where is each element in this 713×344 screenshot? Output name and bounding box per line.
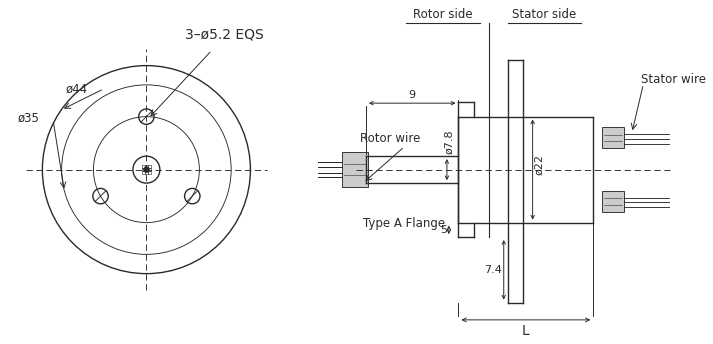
Text: 7.4: 7.4 (484, 265, 502, 275)
Bar (142, 171, 145, 174)
Bar (148, 171, 151, 174)
Text: Stator side: Stator side (512, 8, 576, 21)
Bar (602, 127, 624, 148)
Circle shape (143, 167, 149, 172)
Text: 9: 9 (409, 90, 416, 100)
Text: ø44: ø44 (66, 82, 88, 95)
Bar (148, 168, 151, 171)
Text: ø22: ø22 (535, 154, 545, 175)
Bar (142, 168, 145, 171)
Bar (145, 171, 148, 174)
Bar (142, 165, 145, 168)
Text: ø7.8: ø7.8 (443, 130, 454, 154)
Text: Type A Flange: Type A Flange (364, 217, 446, 230)
Bar (342, 152, 368, 187)
Text: 5: 5 (440, 225, 447, 235)
Text: L: L (522, 324, 530, 338)
Text: Stator wire: Stator wire (640, 73, 705, 86)
Bar (602, 191, 624, 212)
Text: ø35: ø35 (17, 111, 39, 124)
Text: Rotor side: Rotor side (414, 8, 473, 21)
Bar (145, 168, 148, 171)
Bar (145, 165, 148, 168)
Text: Rotor wire: Rotor wire (360, 132, 420, 145)
Bar (148, 165, 151, 168)
Text: 3–ø5.2 EQS: 3–ø5.2 EQS (185, 28, 264, 42)
